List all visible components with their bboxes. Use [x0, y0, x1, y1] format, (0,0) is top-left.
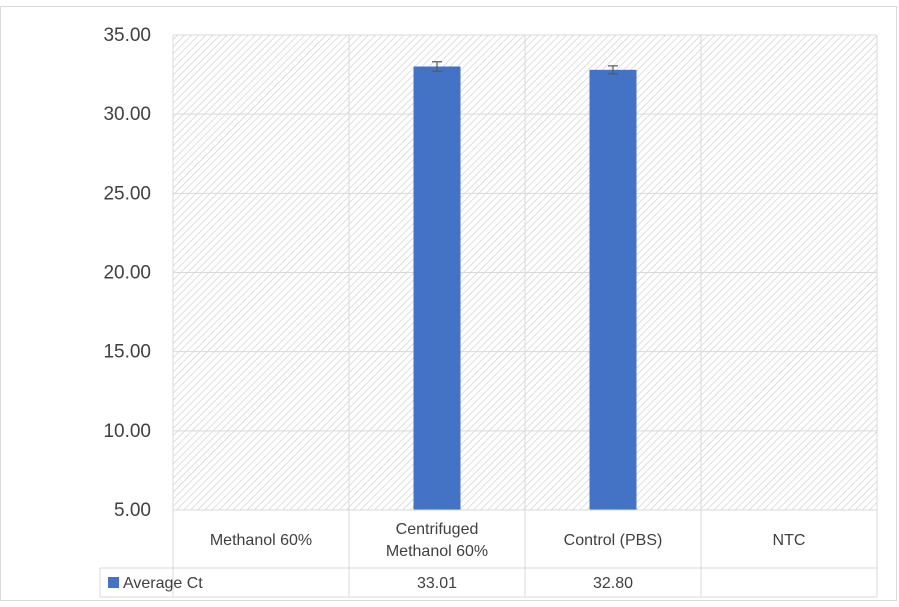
- bar-1: [413, 66, 461, 510]
- y-tick-label: 30.00: [103, 104, 151, 125]
- bar-2: [589, 69, 637, 510]
- y-tick-label: 20.00: [103, 263, 151, 284]
- legend-label: Average Ct: [123, 575, 203, 592]
- table-value-2: 32.80: [593, 575, 633, 592]
- x-category-label: Centrifuged Methanol 60%: [386, 521, 488, 560]
- y-tick-label: 35.00: [103, 25, 151, 46]
- x-category-label: Control (PBS): [564, 532, 663, 549]
- x-category-label: Methanol 60%: [210, 532, 312, 549]
- y-tick-label: 10.00: [103, 421, 151, 442]
- x-category-label: NTC: [773, 532, 806, 549]
- y-tick-label: 15.00: [103, 342, 151, 363]
- legend-swatch: [108, 577, 119, 588]
- y-tick-label: 5.00: [114, 500, 151, 521]
- y-tick-label: 25.00: [103, 183, 151, 204]
- chart-border: [0, 6, 897, 601]
- table-value-1: 33.01: [417, 575, 457, 592]
